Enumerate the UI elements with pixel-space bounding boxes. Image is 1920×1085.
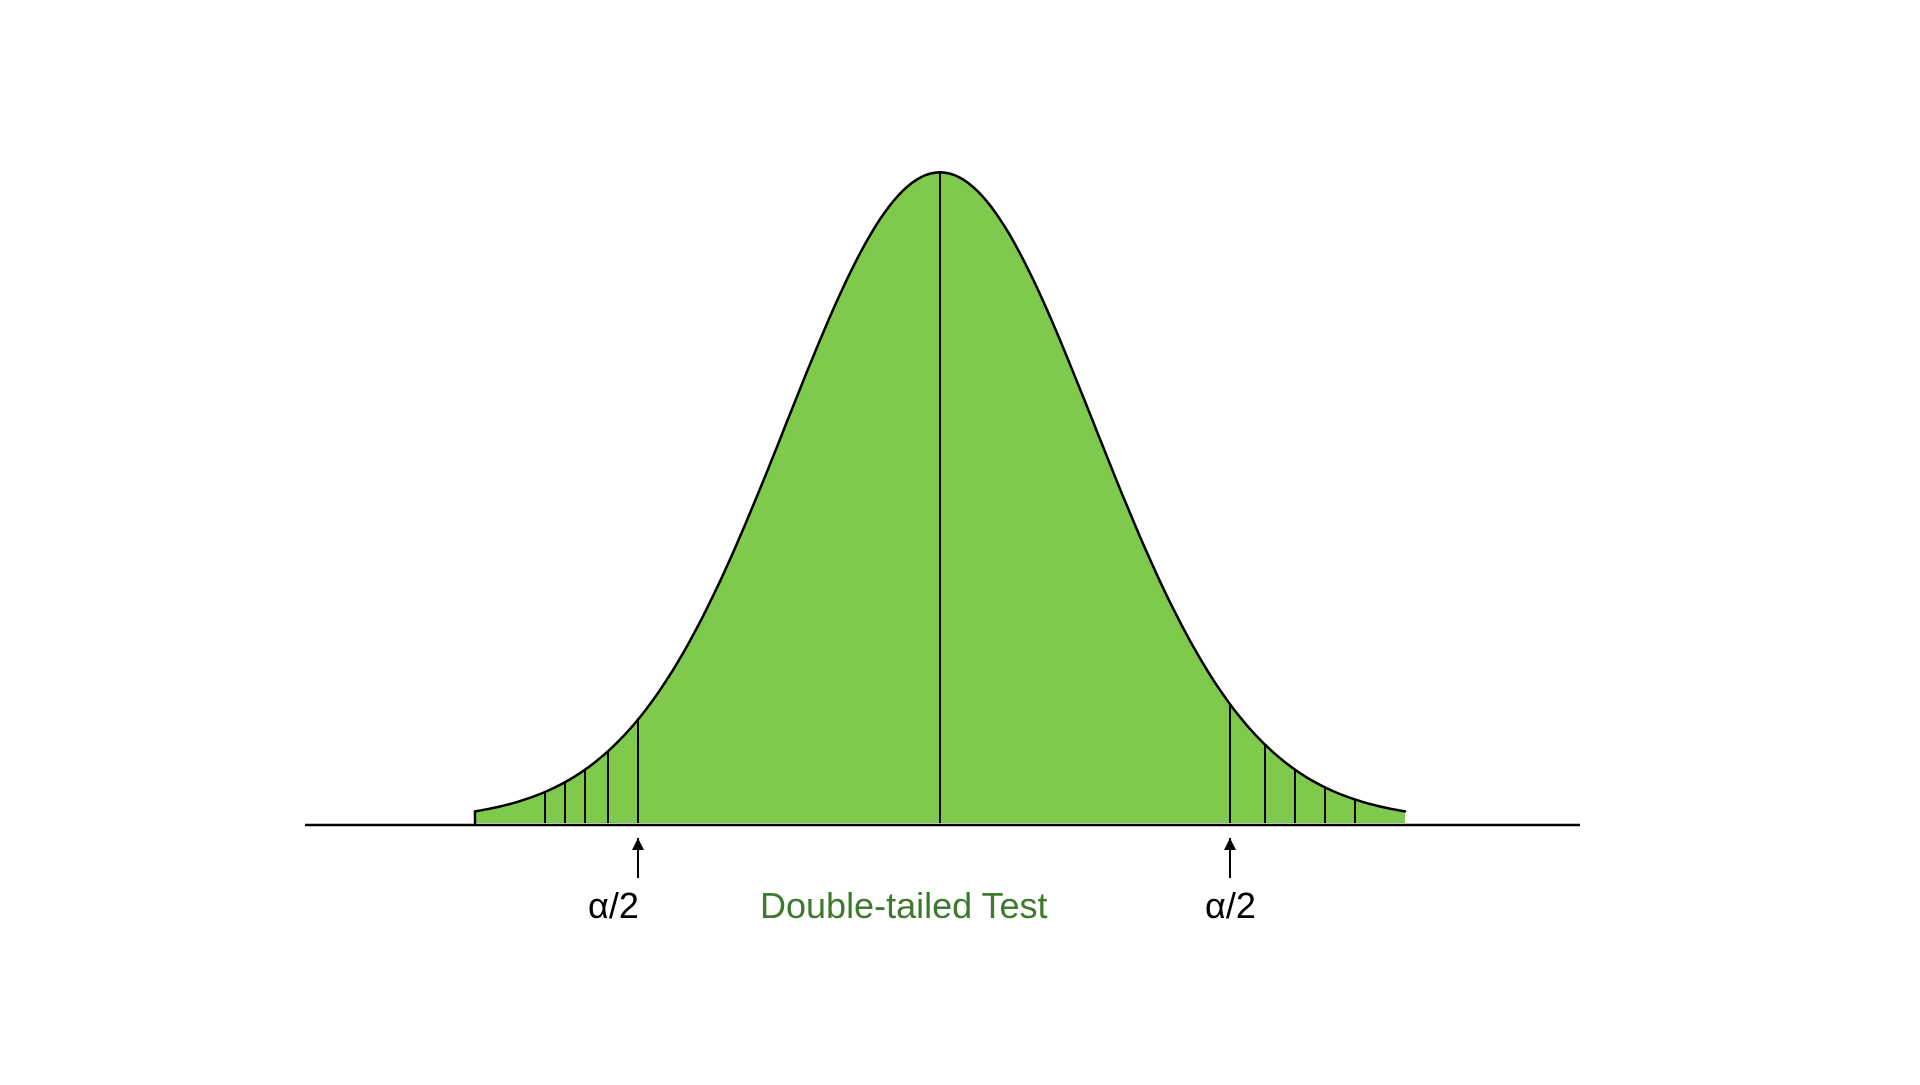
right-tail-label: α/2 bbox=[1205, 885, 1256, 927]
chart-title: Double-tailed Test bbox=[760, 885, 1048, 927]
bell-curve-diagram: α/2 α/2 Double-tailed Test bbox=[0, 0, 1920, 1080]
left-tail-label: α/2 bbox=[588, 885, 639, 927]
